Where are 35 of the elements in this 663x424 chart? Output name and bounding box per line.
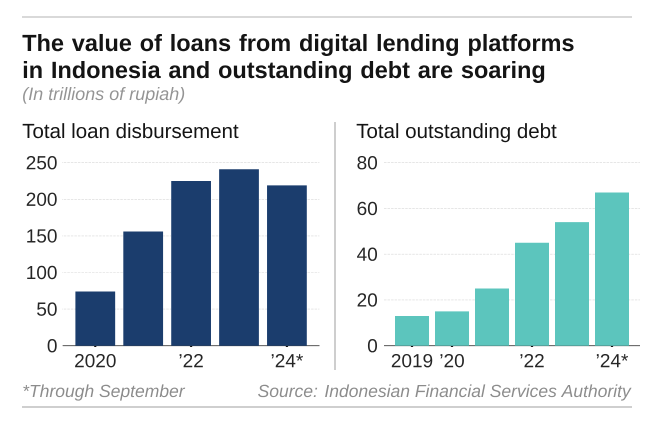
x-tick-label: ’24* (272, 354, 303, 368)
chart-title: Total outstanding debt (356, 123, 557, 142)
y-tick-label: 0 (368, 338, 378, 352)
chart-title: Total loan disbursement (22, 123, 239, 138)
bar (435, 311, 470, 346)
y-tick-label: 0 (48, 338, 57, 352)
y-tick-label: 20 (358, 293, 378, 307)
bar (555, 222, 590, 346)
y-tick-label: 50 (37, 302, 57, 316)
x-tick-label: 2020 (75, 354, 116, 368)
bar (123, 232, 164, 346)
y-tick-label: 60 (358, 202, 378, 216)
bar (395, 316, 430, 346)
bar (475, 288, 510, 346)
text: (In trillions of rupiah) (23, 86, 184, 104)
y-tick-label: 150 (27, 229, 57, 243)
y-tick-label: 80 (357, 156, 378, 170)
y-tick-label: 100 (27, 266, 57, 280)
x-tick-label: ’22 (520, 354, 544, 368)
source-note: Source: Indonesian Financial Services Authority (258, 384, 632, 401)
y-tick-label: 200 (26, 192, 57, 206)
y-tick-label: 40 (357, 247, 378, 261)
bar (267, 185, 307, 346)
bar (75, 292, 116, 346)
text: *Through September (23, 384, 186, 401)
x-tick-label: ’24* (596, 354, 628, 368)
x-tick-label: ’20 (440, 354, 464, 368)
x-tick-label: 2019 (392, 354, 432, 368)
bar (595, 192, 629, 346)
bar (171, 181, 211, 346)
bar (219, 169, 259, 346)
x-tick-label: ’22 (180, 354, 203, 368)
bar (515, 242, 550, 346)
text: The value of loans from digital lending platforms in Indonesia and outstanding debt are soaring (22, 34, 574, 83)
y-tick-label: 250 (26, 156, 57, 170)
